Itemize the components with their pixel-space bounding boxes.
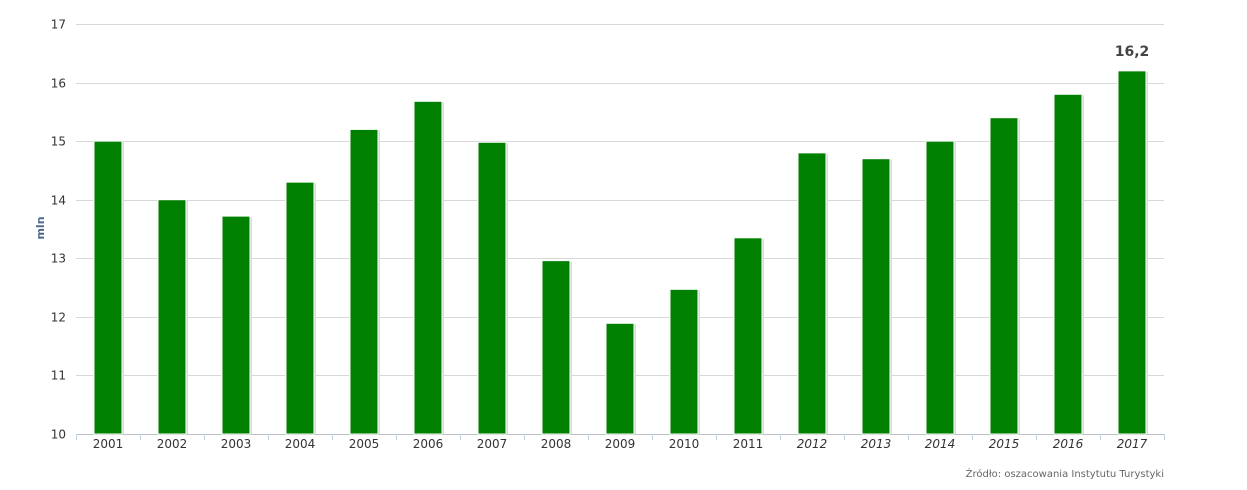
bar-2013[interactable] [861, 158, 891, 435]
y-tick-label: 13 [51, 252, 66, 266]
x-tick-label: 2009 [605, 437, 636, 451]
x-tick-label: 2014 [925, 437, 956, 451]
bar-2008[interactable] [541, 260, 571, 435]
x-tick-label: 2013 [861, 437, 892, 451]
x-tick-label: 2003 [221, 437, 252, 451]
x-tick-label: 2012 [797, 437, 828, 451]
x-tick-label: 2001 [93, 437, 124, 451]
x-tick-label: 2007 [477, 437, 508, 451]
bar-2016[interactable] [1053, 93, 1083, 435]
bar-2011[interactable] [733, 237, 763, 435]
bar-2017[interactable] [1117, 70, 1147, 435]
x-tick-label: 2016 [1053, 437, 1084, 451]
x-tick-label: 2006 [413, 437, 444, 451]
y-axis-ticks: 10 11 12 13 14 15 16 17 [51, 18, 66, 442]
y-tick-label: 15 [51, 135, 66, 149]
x-tick-label: 2004 [285, 437, 316, 451]
bar-2015[interactable] [989, 117, 1019, 435]
grid-lines [76, 24, 1164, 435]
x-tick-label: 2002 [157, 437, 188, 451]
x-tick-label: 2008 [541, 437, 572, 451]
data-label: 16,2 [1115, 44, 1150, 60]
bar-2004[interactable] [285, 181, 315, 435]
y-tick-label: 10 [51, 428, 66, 442]
bar-2012[interactable] [797, 152, 827, 435]
bar-2003[interactable] [221, 215, 251, 435]
source-note: Źródło: oszacowania Instytutu Turystyki [965, 469, 1164, 480]
x-tick-label: 2010 [669, 437, 700, 451]
y-tick-label: 17 [51, 18, 66, 32]
bar-2007[interactable] [477, 141, 507, 435]
y-tick-label: 12 [51, 311, 66, 325]
bars [93, 70, 1148, 435]
data-labels: 16,2 [1115, 44, 1150, 60]
bar-2006[interactable] [413, 100, 443, 435]
x-tick-label: 2011 [733, 437, 764, 451]
bar-2010[interactable] [669, 288, 699, 435]
bar-2009[interactable] [605, 322, 635, 435]
y-axis-label: mln [34, 216, 47, 239]
x-tick-label: 2015 [989, 437, 1020, 451]
bar-2002[interactable] [157, 199, 187, 435]
bar-2005[interactable] [349, 128, 379, 435]
y-tick-label: 14 [51, 194, 66, 208]
bar-2001[interactable] [93, 140, 123, 435]
x-tick-label: 2005 [349, 437, 380, 451]
y-tick-label: 11 [51, 369, 66, 383]
x-tick-label: 2017 [1117, 437, 1148, 451]
bar-2014[interactable] [925, 140, 955, 435]
x-axis-ticks: 2001 2002 2003 2004 2005 2006 2007 2008 2009 2010… [76, 434, 1165, 451]
y-tick-label: 16 [51, 77, 66, 91]
